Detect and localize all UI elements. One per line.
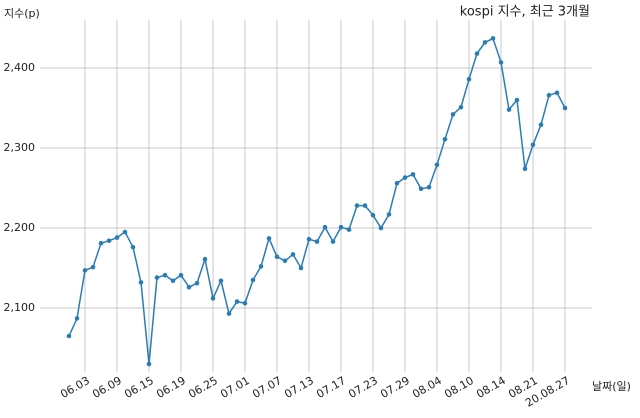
y-tick-label: 2,300 (4, 141, 36, 154)
point (138, 280, 144, 285)
point (330, 239, 336, 244)
x-tick-label: 07.23 (346, 374, 380, 401)
x-tick-label: 07.29 (378, 374, 412, 401)
y-tick-label: 2,100 (4, 301, 36, 314)
point (546, 92, 552, 98)
point (170, 278, 176, 284)
point (306, 236, 312, 242)
y-tick-label: 2,200 (4, 221, 36, 234)
point (426, 184, 432, 190)
x-tick-label: 07.17 (314, 374, 348, 401)
point (146, 361, 152, 367)
point (282, 258, 288, 264)
point (562, 105, 568, 111)
x-tick-label: 06.19 (154, 374, 188, 401)
point (314, 239, 320, 244)
x-tick-label: 08.04 (410, 374, 444, 401)
point (354, 203, 360, 208)
point (346, 227, 352, 232)
point (410, 172, 416, 177)
point (458, 104, 464, 110)
point (538, 122, 544, 128)
point (506, 107, 512, 112)
point (218, 278, 224, 284)
point (210, 296, 216, 301)
y-axis-label: 지수(p) (4, 7, 40, 20)
point (114, 235, 120, 240)
point (370, 212, 376, 218)
point (338, 224, 344, 230)
point (202, 256, 208, 262)
point (362, 203, 368, 208)
line (68, 37, 566, 365)
point (186, 284, 192, 290)
x-axis-label: 날짜(일) (592, 379, 631, 393)
point (274, 254, 280, 260)
point (386, 212, 392, 217)
point (530, 142, 536, 148)
point (178, 272, 184, 278)
point (298, 265, 304, 271)
point (482, 40, 488, 45)
point (250, 277, 256, 283)
point (106, 238, 112, 244)
point (378, 225, 384, 231)
x-tick-label: 08.14 (474, 374, 508, 401)
x-tick-label: 06.09 (90, 374, 124, 401)
point (554, 90, 560, 96)
point (418, 186, 424, 192)
x-tick-label: 07.13 (282, 374, 316, 401)
x-tick-label: 07.07 (250, 374, 284, 401)
point (442, 136, 448, 142)
point (226, 311, 232, 316)
point (122, 229, 128, 235)
point (82, 268, 88, 273)
point (514, 97, 520, 103)
x-tick-label: 06.15 (122, 374, 156, 401)
point (522, 166, 528, 172)
x-tick-label: 06.03 (58, 374, 92, 401)
point (74, 316, 80, 321)
point (162, 272, 168, 278)
point (434, 162, 440, 168)
point (194, 280, 200, 286)
point (90, 264, 96, 270)
point (490, 36, 496, 41)
x-tick-label: 08.10 (442, 374, 476, 401)
point (498, 60, 504, 65)
point (474, 51, 480, 56)
x-tick-label: 06.25 (186, 374, 220, 401)
point (450, 112, 456, 117)
x-tick-label: 07.01 (218, 374, 252, 401)
point (154, 275, 160, 280)
chart-title: kospi 지수, 최근 3개월 (460, 5, 590, 20)
point (266, 236, 272, 241)
point (466, 76, 472, 82)
y-tick-label: 2,400 (4, 61, 36, 74)
point (322, 224, 328, 230)
point (242, 300, 248, 306)
point (130, 244, 136, 250)
point (258, 264, 264, 269)
point (402, 175, 408, 180)
point (290, 252, 296, 257)
point (394, 180, 400, 186)
point (98, 240, 104, 246)
point (66, 333, 72, 339)
point (234, 299, 240, 304)
